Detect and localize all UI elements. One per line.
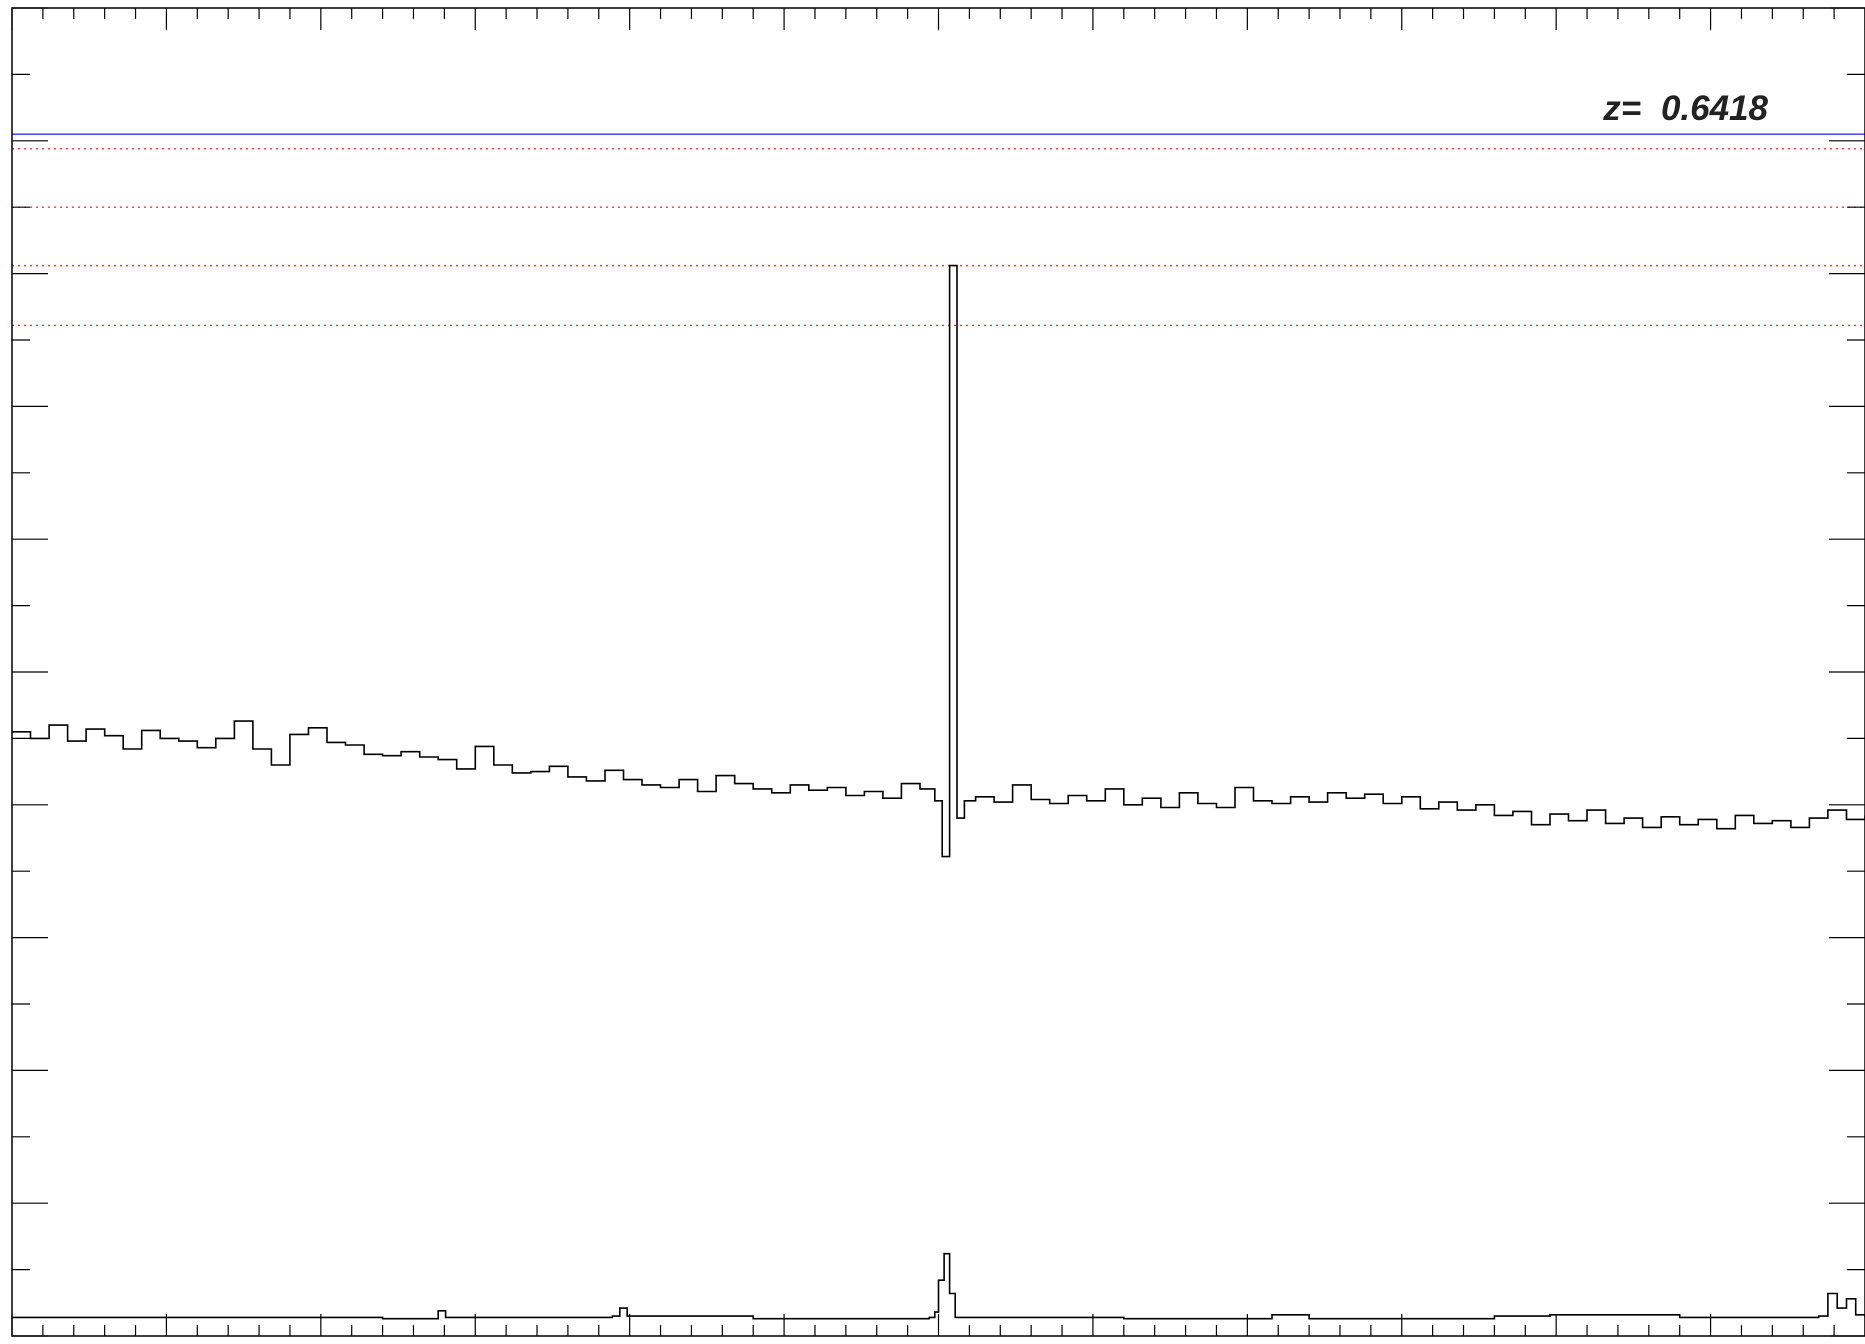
redshift-annotation: z= 0.6418 (1602, 89, 1768, 128)
reference-lines (12, 133, 1865, 327)
plot-frame (11, 7, 1865, 1337)
error-line (12, 1252, 1865, 1320)
spectrum-line (12, 264, 1865, 858)
redshift-label: z= (1602, 89, 1641, 128)
series-layer (12, 264, 1865, 1320)
redshift-value: 0.6418 (1661, 89, 1769, 128)
